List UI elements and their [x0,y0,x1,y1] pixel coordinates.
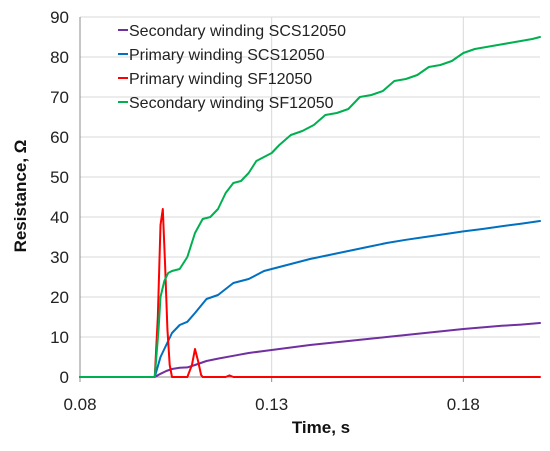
x-tick-label: 0.13 [255,395,288,414]
legend-label: Primary winding SCS12050 [129,47,325,64]
series-line-1 [79,220,541,378]
series-line-3 [79,36,541,378]
series-line-2 [79,208,541,378]
series-line-0 [79,322,541,378]
y-tick-label: 30 [50,248,69,267]
x-axis-title: Time, s [292,418,350,437]
y-tick-label: 90 [50,8,69,27]
legend: Secondary winding SCS12050 Primary windin… [118,23,346,112]
y-tick-label: 10 [50,328,69,347]
x-tick-label: 0.08 [63,395,96,414]
x-tick-label: 0.18 [447,395,480,414]
y-tick-label: 0 [60,368,69,387]
y-tick-label: 70 [50,88,69,107]
series-lines [79,36,541,378]
legend-label: Secondary winding SCS12050 [129,23,346,40]
legend-label: Primary winding SF12050 [129,71,312,88]
y-tick-label: 50 [50,168,69,187]
grid [80,16,540,377]
y-tick-label: 60 [50,128,69,147]
y-axis-title: Resistance, Ω [11,140,30,253]
legend-label: Secondary winding SF12050 [129,95,334,112]
y-tick-label: 40 [50,208,69,227]
axes: 0 10 20 30 40 50 60 70 80 90 0.08 0.13 0.18 [50,8,540,414]
y-tick-label: 80 [50,48,69,67]
y-tick-label: 20 [50,288,69,307]
